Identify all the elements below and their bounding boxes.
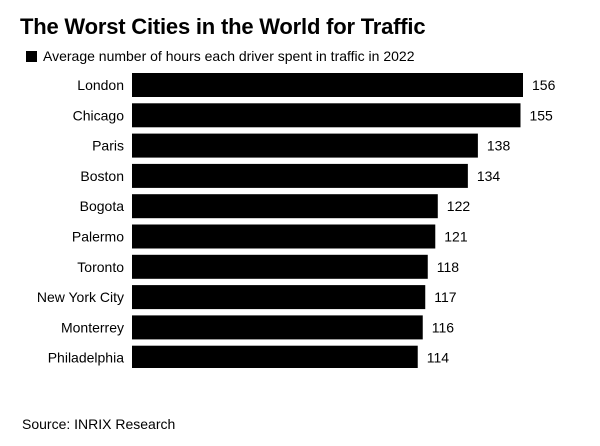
- bar: [132, 315, 423, 340]
- chart-legend: Average number of hours each driver spen…: [26, 47, 414, 65]
- bar: [132, 133, 478, 158]
- category-label: Chicago: [73, 107, 125, 123]
- bar: [132, 194, 438, 219]
- category-label: Toronto: [77, 259, 124, 275]
- bar-chart: London 156 Chicago 155 Paris 138 Boston 134 Bogo…: [37, 73, 556, 368]
- value-label: 134: [477, 168, 501, 184]
- value-label: 121: [444, 229, 468, 245]
- bar: [132, 103, 521, 128]
- bar: [132, 224, 436, 249]
- bar: [132, 285, 426, 310]
- category-label: Monterrey: [61, 319, 124, 335]
- value-label: 156: [532, 77, 556, 93]
- source-note: Source: INRIX Research: [22, 416, 176, 432]
- bar: [132, 345, 418, 368]
- category-label: New York City: [37, 289, 124, 305]
- category-label: Palermo: [72, 229, 124, 245]
- value-label: 116: [432, 319, 455, 335]
- value-label: 117: [434, 289, 457, 305]
- value-label: 122: [447, 198, 471, 214]
- category-label: Bogota: [80, 198, 125, 214]
- bar: [132, 163, 468, 188]
- value-label: 155: [529, 107, 553, 123]
- value-label: 118: [437, 259, 460, 275]
- category-label: Boston: [80, 168, 124, 184]
- bar: [132, 73, 523, 97]
- category-label: Philadelphia: [48, 350, 124, 366]
- legend-label: Average number of hours each driver spen…: [43, 48, 415, 64]
- category-label: Paris: [92, 138, 124, 154]
- value-label: 138: [487, 138, 511, 154]
- bar: [132, 254, 428, 279]
- category-label: London: [77, 77, 124, 93]
- legend-swatch: [26, 50, 37, 62]
- chart-title: The Worst Cities in the World for Traffi…: [20, 14, 426, 39]
- value-label: 114: [427, 350, 450, 366]
